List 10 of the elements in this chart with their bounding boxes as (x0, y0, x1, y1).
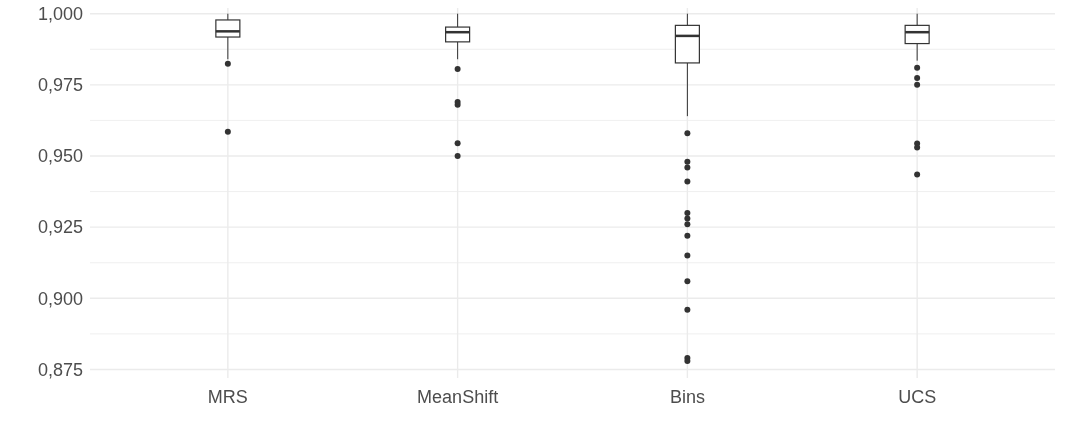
x-tick-label: MeanShift (417, 387, 499, 408)
y-tick-label: 0,900 (37, 288, 83, 309)
x-tick-label: Bins (669, 387, 705, 408)
y-tick-label: 0,950 (37, 146, 83, 167)
y-tick-label: 1,000 (37, 3, 83, 24)
x-tick-label: UCS (898, 387, 937, 408)
y-tick-label: 0,975 (37, 75, 83, 96)
y-tick-label: 0,875 (37, 359, 83, 380)
x-tick-label: MRS (207, 387, 248, 408)
y-tick-label: 0,925 (37, 217, 83, 238)
